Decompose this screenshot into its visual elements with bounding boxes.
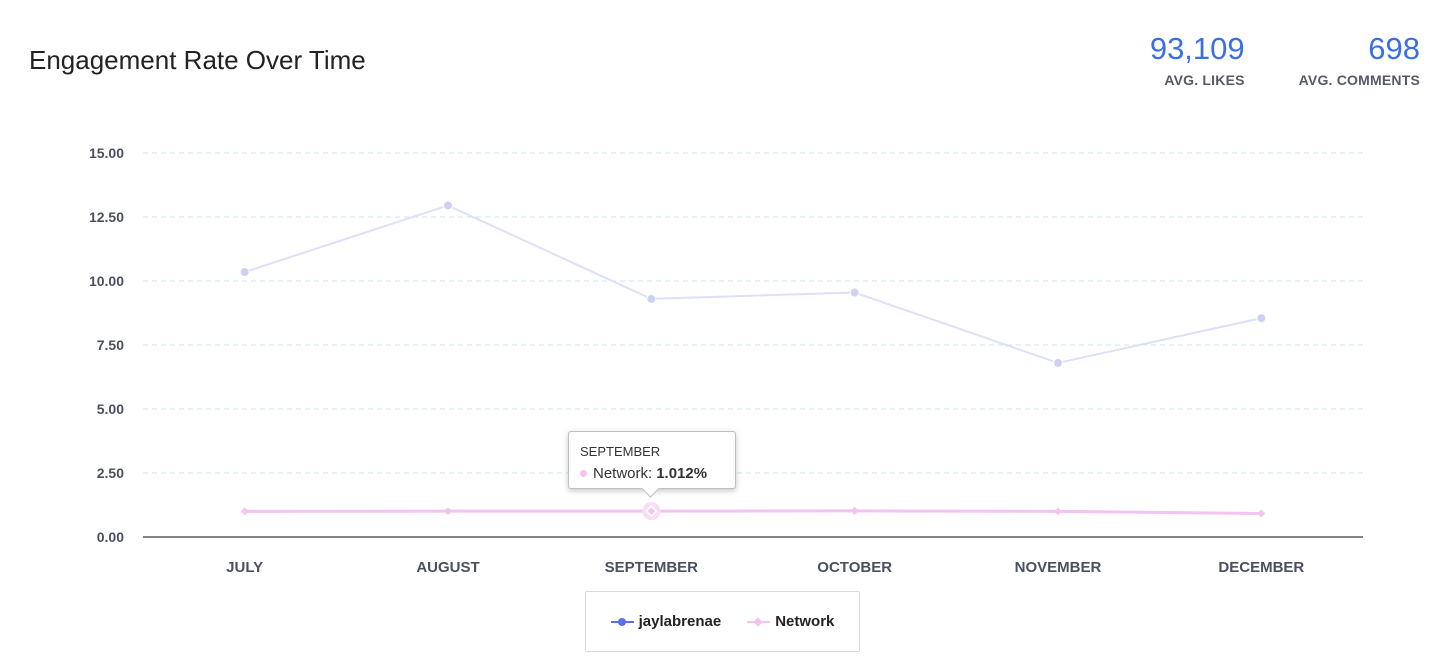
avg-comments-value: 698 [1368,31,1420,66]
legend-item-network[interactable]: Network [747,613,834,630]
legend-label-network: Network [775,613,835,630]
tooltip-dot-icon [580,470,587,477]
x-tick-label: JULY [226,559,263,576]
tooltip-row: Network: 1.012% [580,465,724,482]
y-tick-label: 7.50 [97,337,124,353]
tooltip-value: 1.012% [656,465,708,482]
engagement-line-chart[interactable]: 15.00 12.50 10.00 7.50 5.00 2.50 0.00 JULY AUGUS… [0,0,1450,590]
avg-likes-label: AVG. LIKES [1164,72,1245,89]
series-line-jaylabrenae [244,204,1262,364]
y-tick-label: 5.00 [97,401,124,417]
x-tick-label: NOVEMBER [1015,559,1102,576]
data-point-network[interactable] [645,505,658,518]
y-tick-label: 0.00 [97,529,124,545]
series-line-network [244,509,1262,515]
chart-tooltip: SEPTEMBER Network: 1.012% [568,431,736,489]
avg-likes-value: 93,109 [1149,31,1245,66]
x-tick-label: DECEMBER [1218,559,1304,576]
y-tick-label: 15.00 [89,145,124,161]
tooltip-series: Network: [593,465,653,482]
y-tick-label: 2.50 [97,465,124,481]
data-point-network[interactable] [240,507,249,516]
data-point-network[interactable] [1054,507,1062,516]
avg-likes-stat: 93,109 AVG. LIKES [1149,31,1245,89]
y-tick-label: 10.00 [89,273,124,289]
legend-label-jaylabrenae: jaylabrenae [638,613,722,630]
data-point-network[interactable] [444,507,452,516]
diamond-marker-icon [747,615,771,629]
y-tick-label: 12.50 [89,209,124,225]
data-point-jaylabrenae[interactable] [646,293,657,304]
avg-comments-label: AVG. COMMENTS [1298,72,1420,89]
x-tick-label: SEPTEMBER [605,559,699,576]
data-point-jaylabrenae[interactable] [849,287,860,298]
x-tick-label: AUGUST [416,559,479,576]
x-tick-label: OCTOBER [817,559,892,576]
data-point-jaylabrenae[interactable] [239,267,250,278]
data-point-jaylabrenae[interactable] [1256,313,1267,324]
avg-comments-stat: 698 AVG. COMMENTS [1298,31,1420,89]
legend-item-jaylabrenae[interactable]: jaylabrenae [610,613,722,630]
data-point-jaylabrenae[interactable] [443,200,453,211]
stats-panel: 93,109 AVG. LIKES 698 AVG. COMMENTS [1149,31,1420,89]
circle-marker-icon [610,615,634,629]
data-point-network[interactable] [850,506,859,515]
chart-title: Engagement Rate Over Time [29,45,366,75]
chart-legend: jaylabrenae Network [585,591,860,652]
tooltip-title: SEPTEMBER [580,444,661,459]
data-point-network[interactable] [1257,509,1266,518]
data-point-jaylabrenae[interactable] [1053,357,1063,368]
